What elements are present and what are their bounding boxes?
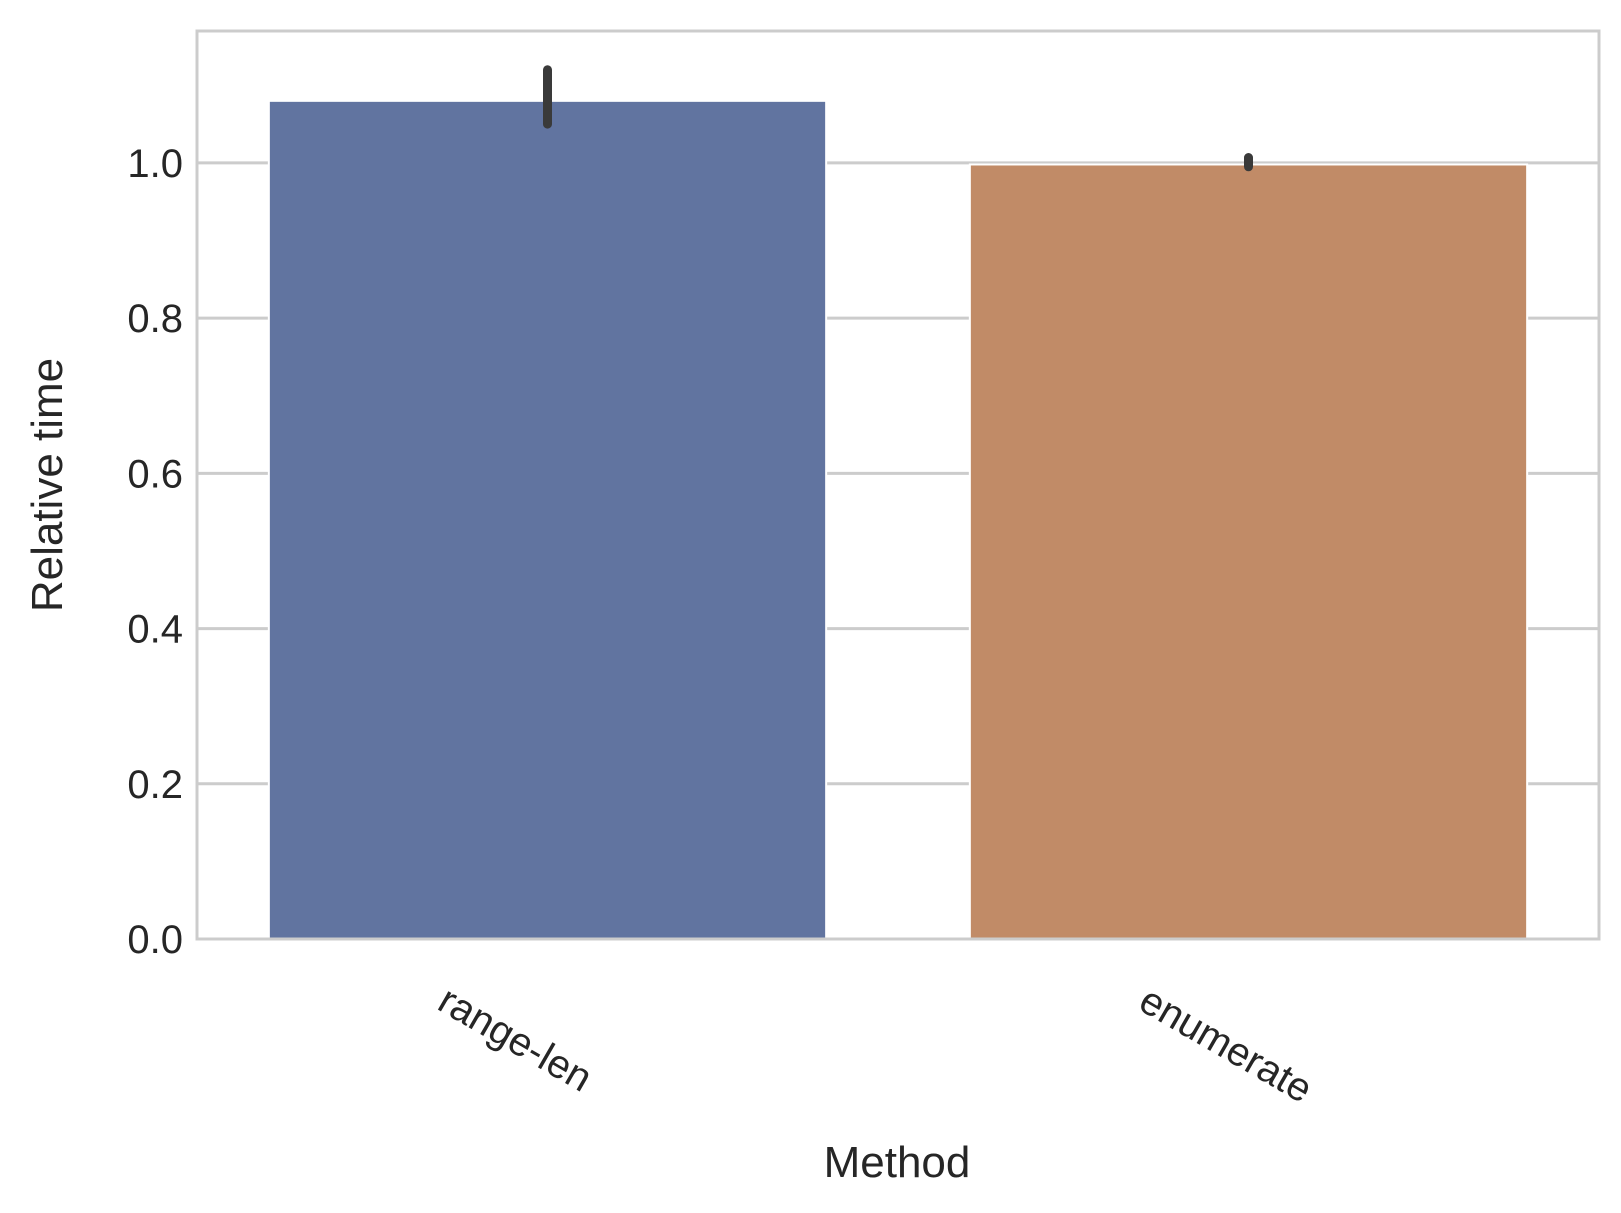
y-tick-label: 0.8 xyxy=(127,297,183,341)
plot-frame xyxy=(195,29,1601,941)
y-tick-label: 1.0 xyxy=(127,142,183,186)
y-tick-label: 0.0 xyxy=(127,918,183,962)
x-tick-labels: range-len enumerate xyxy=(431,978,1320,1112)
y-axis-label: Relative time xyxy=(23,358,72,612)
bar-enumerate xyxy=(968,163,1529,940)
y-tick-label: 0.2 xyxy=(127,763,183,807)
error-bars xyxy=(543,65,1253,172)
y-tick-label: 0.6 xyxy=(127,452,183,496)
x-axis-label: Method xyxy=(824,1138,971,1187)
bars xyxy=(267,99,1529,941)
x-tick-label: range-len xyxy=(431,978,599,1101)
y-tick-label: 0.4 xyxy=(127,608,183,652)
x-tick-label: enumerate xyxy=(1132,978,1320,1112)
y-tick-labels: 0.0 0.2 0.4 0.6 0.8 1.0 xyxy=(127,142,183,962)
bar-range-len xyxy=(267,99,828,941)
